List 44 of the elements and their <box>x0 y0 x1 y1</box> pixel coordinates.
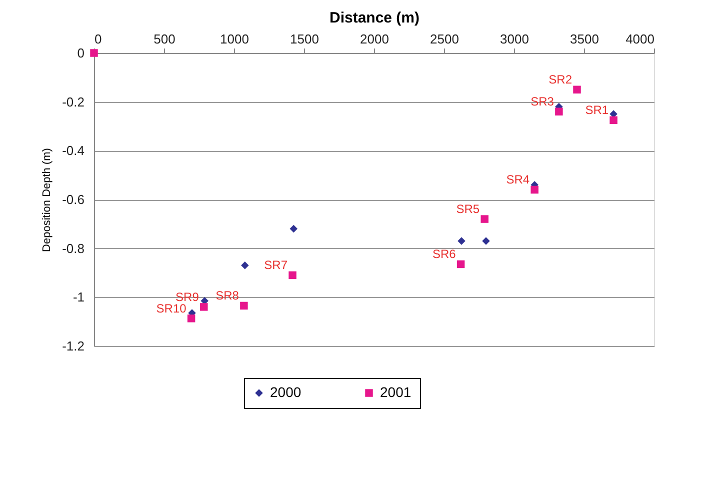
point <box>573 86 581 94</box>
y-tick-label: -0.2 <box>62 94 84 110</box>
x-axis-title: Distance (m) <box>329 10 420 26</box>
annotation: SR8 <box>216 288 240 303</box>
point <box>187 314 196 322</box>
y-tick-label: -0.6 <box>62 192 84 207</box>
y-tick-label: -0.8 <box>62 240 84 256</box>
point <box>458 237 466 245</box>
x-tick-label: 3000 <box>500 32 529 46</box>
annotation: SR1 <box>585 103 609 118</box>
annotation: SR3 <box>530 94 554 109</box>
x-tick-label: 4000 <box>626 32 654 46</box>
point <box>456 260 465 268</box>
annotation: SR9 <box>176 290 200 304</box>
point <box>480 215 488 223</box>
point <box>288 271 296 280</box>
y-tick-label: -1 <box>72 290 84 305</box>
point <box>482 237 490 245</box>
point <box>241 262 249 270</box>
annotation: SR4 <box>506 172 530 187</box>
x-tick-label: 1500 <box>290 32 319 46</box>
point <box>290 224 298 233</box>
x-tick-label: 0 <box>94 32 102 46</box>
point <box>530 186 538 194</box>
point <box>200 303 208 311</box>
annotation: SR10 <box>156 301 187 316</box>
x-tick-label: 1000 <box>220 32 249 46</box>
annotation: SR7 <box>264 258 288 272</box>
x-tick-label: 2000 <box>360 32 389 46</box>
point <box>240 302 248 310</box>
x-tick-label: 500 <box>154 32 176 46</box>
point <box>555 108 563 116</box>
y-tick-label: -0.4 <box>62 143 84 158</box>
x-tick-label: 3500 <box>570 32 599 46</box>
x-tick-label: 2500 <box>430 32 459 46</box>
legend-label: 2001 <box>380 384 412 400</box>
y-tick-label: -1.2 <box>62 338 84 354</box>
annotation: SR6 <box>432 247 456 262</box>
annotation: SR5 <box>456 202 480 216</box>
y-tick-label: 0 <box>77 46 84 60</box>
annotation: SR2 <box>548 72 572 87</box>
y-axis-title: Deposition Depth (m) <box>41 148 54 252</box>
legend-label: 2000 <box>270 384 302 400</box>
point <box>610 116 618 124</box>
